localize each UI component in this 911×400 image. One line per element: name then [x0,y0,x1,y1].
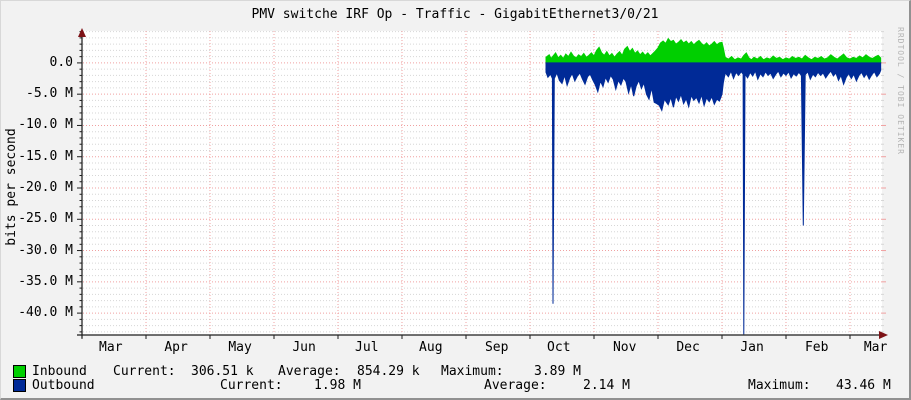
y-tick-label: -20.0 M [18,180,73,195]
x-tick-label: Aug [419,340,443,355]
legend-stat-value: 854.29 k [357,364,420,379]
legend-row-inbound: Inbound Current: 306.51 k Average: 854.29 k M… [1,364,909,379]
rrdtool-watermark: RRDTOOL / TOBI OETIKER [896,27,905,155]
legend-swatch-outbound [13,379,26,392]
legend-stat-key: Maximum: [441,364,504,379]
x-tick-label: Mar [863,340,888,355]
legend-stat-key: Average: [484,378,547,393]
y-tick-label: -25.0 M [18,211,73,227]
x-tick-label: May [228,340,252,355]
x-tick-label: Jul [355,340,379,355]
y-tick-label: 0.0 [49,54,73,70]
x-axis-arrow [879,331,888,339]
legend-stat-key: Current: [113,364,176,379]
legend-stat-key: Current: [220,378,283,393]
legend-stat-key: Maximum: [748,378,811,393]
y-tick-label: -5.0 M [26,86,73,102]
plot-background [83,31,882,335]
x-tick-label: Sep [484,340,509,355]
legend-stat-value: 3.89 M [534,364,581,379]
legend-stat-value: 43.46 M [836,378,891,393]
x-tick-label: Oct [547,340,571,355]
legend-series-label: Inbound [32,364,87,379]
graph-title: PMV switche IRF Op - Traffic - GigabitEt… [251,7,659,22]
x-tick-label: Jan [740,340,764,355]
legend-series-label: Outbound [32,378,95,393]
x-tick-label: Dec [676,340,700,355]
y-tick-label: -10.0 M [18,117,73,133]
axes [77,28,888,339]
data-areas [545,37,882,335]
legend-swatch-inbound [13,365,26,378]
legend-stat-value: 2.14 M [583,378,630,393]
x-tick-label: Nov [612,340,637,355]
y-tick-label: -30.0 M [18,242,73,258]
legend-stat-key: Average: [278,364,341,379]
legend-stat-value: 306.51 k [191,364,254,379]
legend-stat-value: 1.98 M [314,378,361,393]
y-tick-label: -15.0 M [18,148,73,164]
x-tick-label: Apr [164,340,188,355]
x-tick-label: Feb [804,340,829,355]
y-axis-arrow [78,28,86,37]
area-inbound [545,37,882,64]
y-tick-label: -40.0 M [18,305,73,321]
area-outbound [545,62,882,335]
x-tick-label: Mar [99,340,123,355]
legend-row-outbound: Outbound Current: 1.98 M Average: 2.14 M Maxi… [1,378,909,393]
gridlines [83,31,882,334]
y-tick-label: -35.0 M [18,273,73,289]
x-tick-label: Jun [292,340,316,355]
